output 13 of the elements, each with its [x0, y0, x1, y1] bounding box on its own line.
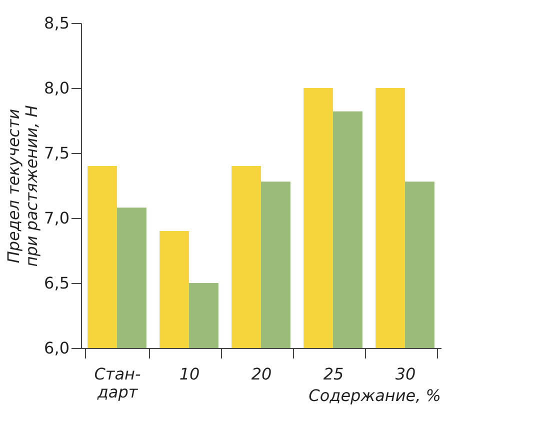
- y-tick-label: 8,5: [44, 14, 70, 32]
- x-tick-label: 10: [179, 364, 200, 384]
- y-tick-label: 6,0: [44, 338, 70, 358]
- x-tick-label: Стан- дарт: [94, 364, 141, 402]
- x-tick-label: 20: [251, 364, 272, 384]
- y-tick-label: 8,0: [44, 78, 70, 98]
- y-tick-label: 6,5: [44, 274, 70, 292]
- x-axis-title: Содержание, %: [308, 386, 441, 405]
- y-tick-label: 7,5: [44, 144, 70, 162]
- x-tick-label: 25: [323, 364, 344, 384]
- y-axis-title: Предел текучести при растяжении, Н: [4, 105, 42, 267]
- x-tick-label: 30: [395, 364, 416, 384]
- y-tick-label: 7,0: [44, 208, 70, 228]
